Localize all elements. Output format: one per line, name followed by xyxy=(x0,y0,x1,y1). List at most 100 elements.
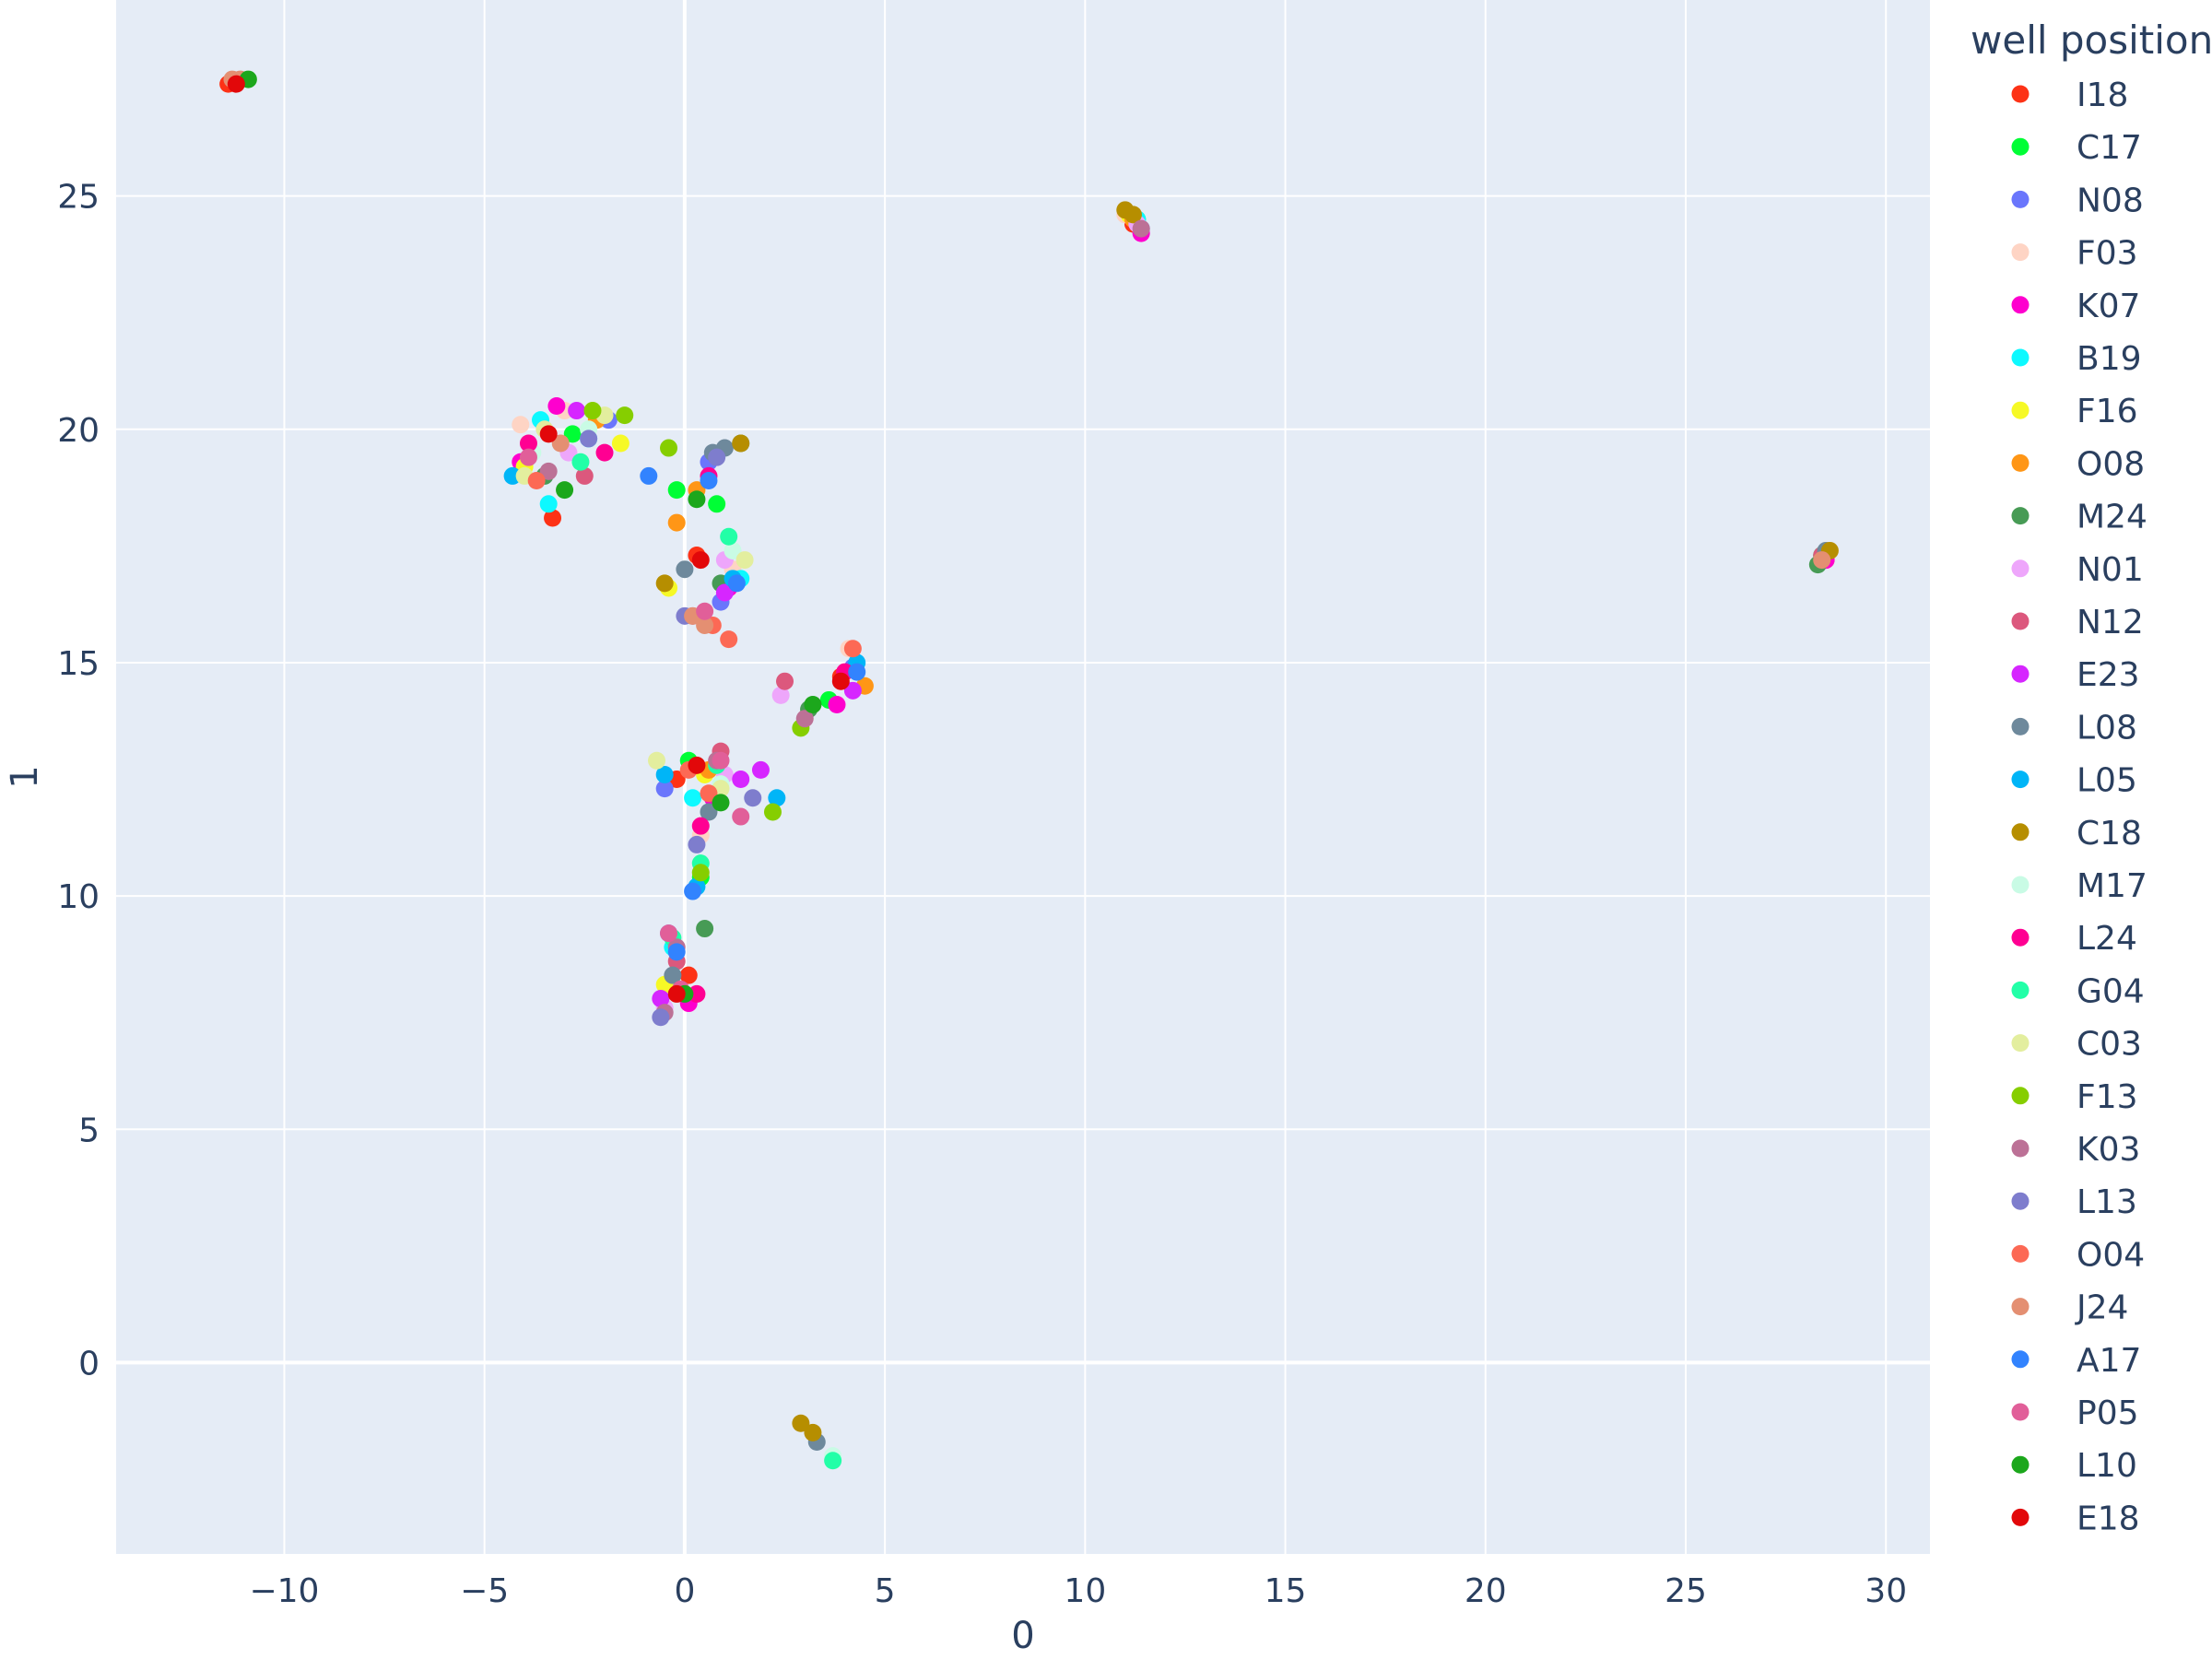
legend-item[interactable]: M24 xyxy=(2011,499,2147,536)
data-point[interactable] xyxy=(519,448,537,466)
legend-item[interactable]: P05 xyxy=(2011,1394,2139,1432)
data-point[interactable] xyxy=(527,471,546,489)
data-point[interactable] xyxy=(660,439,678,457)
data-point[interactable] xyxy=(792,1414,810,1432)
data-point[interactable] xyxy=(776,672,794,690)
data-point[interactable] xyxy=(828,696,846,714)
legend-item[interactable]: F16 xyxy=(2011,393,2138,430)
data-point[interactable] xyxy=(655,765,674,783)
legend-item[interactable]: J24 xyxy=(2011,1289,2129,1327)
legend-item[interactable]: C03 xyxy=(2011,1026,2142,1064)
legend-item[interactable]: A17 xyxy=(2011,1342,2142,1380)
data-point[interactable] xyxy=(551,434,570,453)
data-point[interactable] xyxy=(667,513,686,532)
legend-item[interactable]: B19 xyxy=(2011,340,2142,378)
data-point[interactable] xyxy=(667,481,686,500)
data-point[interactable] xyxy=(795,710,814,728)
data-point[interactable] xyxy=(647,751,665,770)
data-point[interactable] xyxy=(595,443,614,462)
data-point[interactable] xyxy=(539,495,558,513)
legend-item[interactable]: N01 xyxy=(2011,551,2144,589)
data-point[interactable] xyxy=(720,630,738,649)
data-point[interactable] xyxy=(696,920,714,938)
data-point[interactable] xyxy=(655,780,674,798)
data-point[interactable] xyxy=(664,966,682,984)
data-point[interactable] xyxy=(744,789,762,807)
data-point[interactable] xyxy=(519,434,537,453)
legend-items[interactable]: I18 C17 N08 F03 K07 B19 F16 O08 M24 N01 N12 E23 L08 L… xyxy=(2011,76,2147,1537)
data-point[interactable] xyxy=(732,771,750,789)
data-point[interactable] xyxy=(652,989,670,1007)
data-point[interactable] xyxy=(824,1452,842,1470)
data-point[interactable] xyxy=(848,663,866,681)
legend-item[interactable]: L24 xyxy=(2011,920,2137,958)
legend-item[interactable]: C17 xyxy=(2011,129,2142,167)
legend-item[interactable]: N08 xyxy=(2011,182,2144,219)
data-point[interactable] xyxy=(539,462,558,480)
data-point[interactable] xyxy=(503,466,522,485)
data-point[interactable] xyxy=(732,434,750,453)
data-point[interactable] xyxy=(544,509,562,527)
legend-item[interactable]: L10 xyxy=(2011,1447,2137,1485)
legend-item[interactable]: L05 xyxy=(2011,762,2137,800)
legend-item[interactable]: K07 xyxy=(2011,288,2141,325)
data-point[interactable] xyxy=(768,789,786,807)
data-point[interactable] xyxy=(696,616,714,634)
data-point[interactable] xyxy=(667,943,686,961)
data-point[interactable] xyxy=(735,551,754,570)
data-point[interactable] xyxy=(720,527,738,546)
legend-item[interactable]: C18 xyxy=(2011,815,2142,853)
legend-item[interactable]: L13 xyxy=(2011,1183,2137,1221)
data-point[interactable] xyxy=(1813,551,1831,570)
data-point[interactable] xyxy=(684,882,702,900)
legend-item[interactable]: F13 xyxy=(2011,1078,2138,1116)
legend-item[interactable]: G04 xyxy=(2011,972,2145,1010)
data-point[interactable] xyxy=(732,807,750,826)
legend-item[interactable]: O08 xyxy=(2011,445,2146,483)
data-point[interactable] xyxy=(556,481,574,500)
data-point[interactable] xyxy=(575,466,594,485)
data-point[interactable] xyxy=(1132,219,1150,238)
data-point[interactable] xyxy=(616,406,634,425)
data-point[interactable] xyxy=(700,803,718,821)
data-point[interactable] xyxy=(679,966,698,984)
legend-item[interactable]: L08 xyxy=(2011,709,2137,747)
data-point[interactable] xyxy=(804,696,822,714)
data-point[interactable] xyxy=(688,490,706,509)
legend-item[interactable]: M17 xyxy=(2011,867,2147,905)
data-point[interactable] xyxy=(571,453,590,471)
data-point[interactable] xyxy=(727,574,746,593)
data-point[interactable] xyxy=(227,75,245,93)
data-point[interactable] xyxy=(700,784,718,803)
data-point[interactable] xyxy=(843,681,862,700)
legend-item[interactable]: N12 xyxy=(2011,604,2144,641)
data-point[interactable] xyxy=(763,803,782,821)
data-point[interactable] xyxy=(512,416,530,434)
data-point[interactable] xyxy=(1124,206,1142,224)
data-point[interactable] xyxy=(771,686,790,704)
data-point[interactable] xyxy=(563,425,582,443)
legend-item[interactable]: I18 xyxy=(2011,76,2129,114)
data-point[interactable] xyxy=(652,1008,670,1027)
data-point[interactable] xyxy=(688,835,706,853)
data-point[interactable] xyxy=(724,541,742,559)
data-point[interactable] xyxy=(712,794,730,812)
data-point[interactable] xyxy=(660,924,678,943)
data-point[interactable] xyxy=(708,448,726,466)
data-point[interactable] xyxy=(583,402,602,420)
legend[interactable]: well position I18 C17 N08 F03 K07 B19 F16 O08 M2… xyxy=(1971,18,2212,1537)
data-point[interactable] xyxy=(700,471,718,489)
data-point[interactable] xyxy=(688,756,706,774)
data-point[interactable] xyxy=(691,551,710,570)
data-point[interactable] xyxy=(688,984,706,1003)
legend-item[interactable]: E23 xyxy=(2011,656,2140,694)
legend-item[interactable]: O04 xyxy=(2011,1236,2146,1274)
data-point[interactable] xyxy=(539,425,558,443)
data-point[interactable] xyxy=(691,817,710,835)
data-point[interactable] xyxy=(708,495,726,513)
legend-item[interactable]: F03 xyxy=(2011,235,2138,273)
data-point[interactable] xyxy=(843,640,862,658)
data-point[interactable] xyxy=(655,574,674,593)
legend-item[interactable]: E18 xyxy=(2011,1500,2140,1537)
data-point[interactable] xyxy=(611,434,629,453)
